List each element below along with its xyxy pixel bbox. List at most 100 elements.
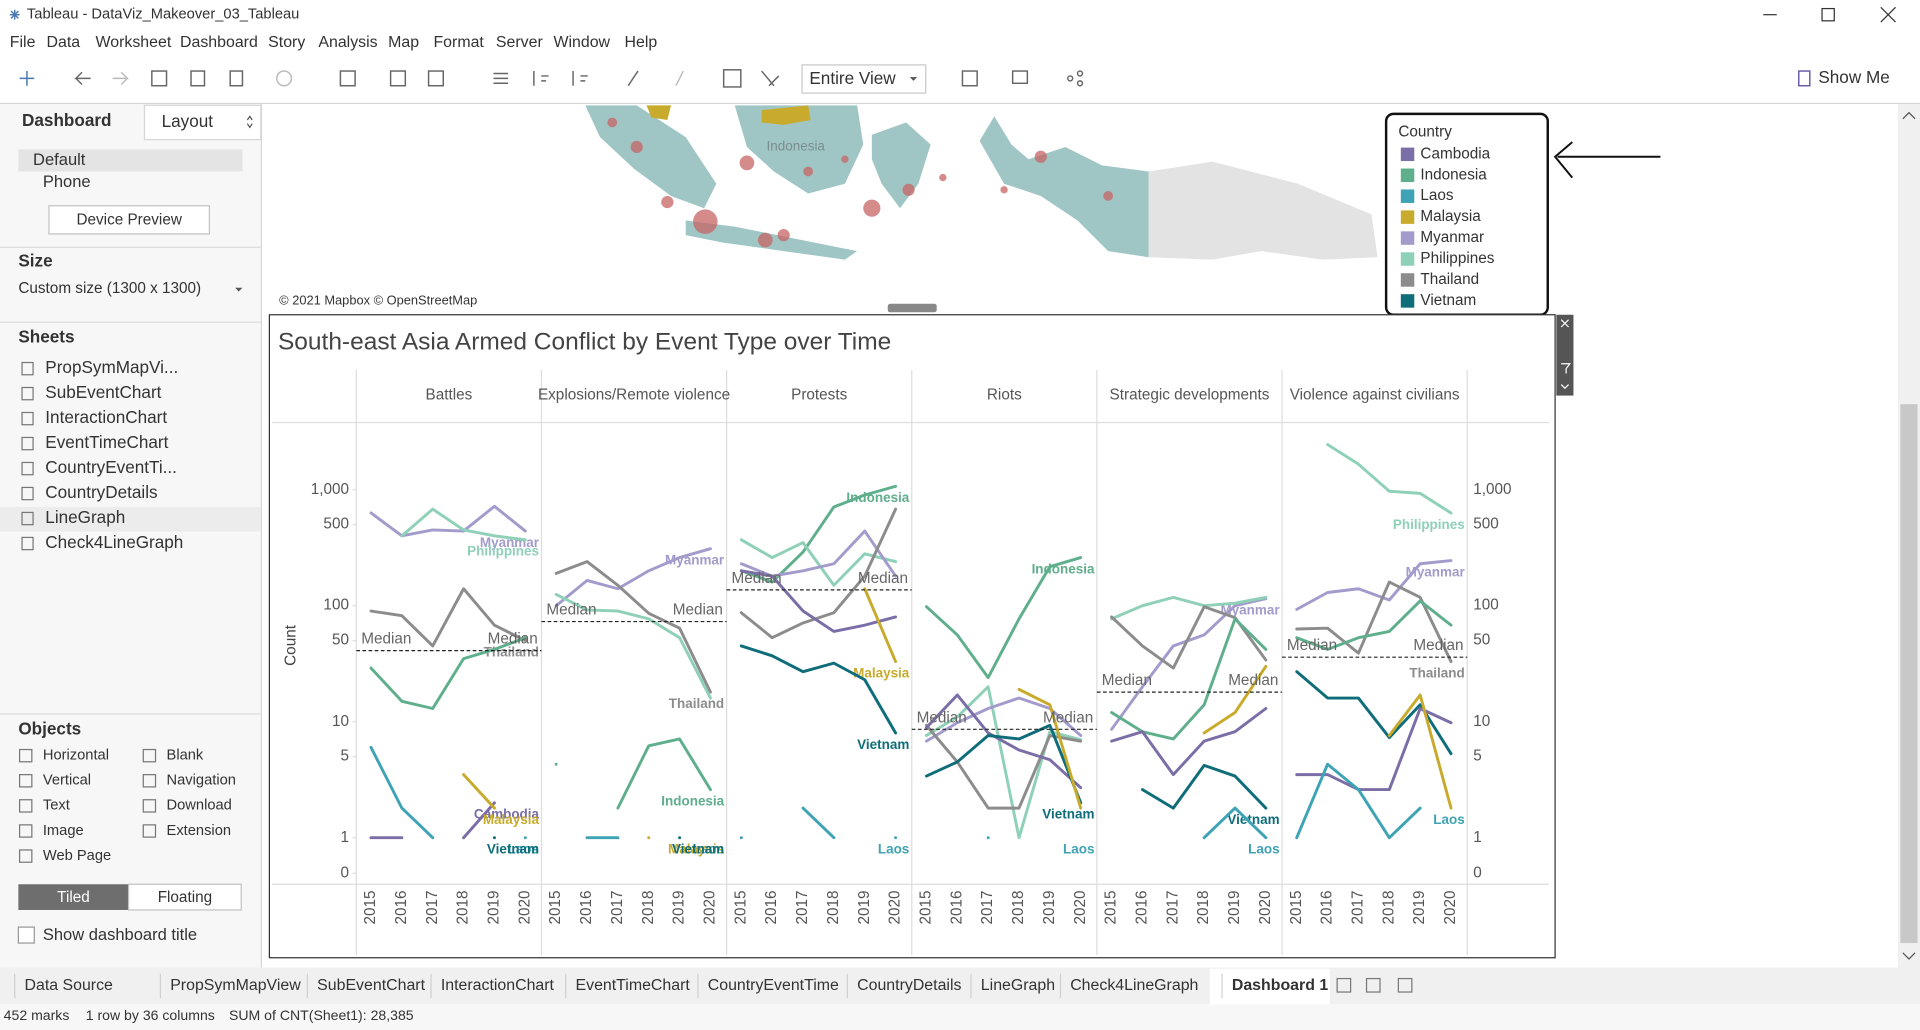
toolbar-icons (19, 69, 1811, 88)
object-icon (18, 824, 33, 838)
checkbox-label[interactable]: Show dashboard title (43, 925, 197, 944)
menu-item[interactable]: File (10, 34, 36, 51)
x-tick-label: 2017 (1164, 891, 1181, 925)
object-item[interactable]: Extension (167, 823, 232, 839)
sheet-item[interactable]: CountryEventTi... (45, 457, 177, 477)
object-item[interactable]: Download (167, 798, 232, 814)
menu-item[interactable]: Analysis (318, 34, 377, 51)
x-tick-label: 2018 (825, 891, 842, 925)
line-end-label: Cambodia (474, 807, 540, 822)
chart-controls[interactable] (1556, 314, 1574, 396)
floating-label[interactable]: Floating (158, 889, 212, 906)
object-item[interactable]: Image (43, 823, 84, 839)
object-item[interactable]: Navigation (167, 773, 236, 789)
sheet-tab[interactable]: CountryDetails (857, 977, 961, 994)
device-option[interactable]: Default (33, 150, 86, 169)
device-option[interactable]: Phone (43, 172, 91, 191)
x-tick-label: 2016 (578, 891, 595, 925)
sheet-icon (21, 536, 34, 551)
sheet-row-selected[interactable] (0, 507, 261, 532)
chart-control-icons (1560, 319, 1572, 390)
object-item[interactable]: Vertical (43, 773, 91, 789)
new-sheet-icon[interactable] (1365, 977, 1381, 993)
tiled-button[interactable] (18, 884, 129, 910)
x-tick-label: 2019 (1411, 891, 1428, 925)
status-bar (0, 1004, 1920, 1030)
sheet-tab[interactable]: Check4LineGraph (1070, 977, 1198, 994)
sheet-tab[interactable]: LineGraph (981, 977, 1055, 994)
sheet-tab[interactable]: PropSymMapView (170, 977, 301, 994)
sidebar-tab-label[interactable]: Dashboard (22, 110, 111, 130)
menu-item[interactable]: Map (388, 34, 419, 51)
menu-item[interactable]: Data (47, 34, 81, 51)
sheet-item[interactable]: EventTimeChart (45, 432, 168, 452)
layout-tab[interactable] (143, 104, 262, 141)
legend-label: Vietnam (1420, 292, 1476, 309)
x-tick-label: 2017 (424, 891, 441, 925)
sidebar-tab-label[interactable]: Layout (162, 111, 214, 131)
checkbox[interactable] (17, 926, 35, 944)
resize-handle[interactable] (887, 303, 937, 313)
scroll-up[interactable] (1902, 111, 1916, 120)
sheet-item[interactable]: InteractionChart (45, 407, 167, 427)
device-preview-button[interactable] (48, 205, 210, 235)
menu-item[interactable]: Format (433, 34, 484, 51)
tiled-label[interactable]: Tiled (57, 889, 90, 906)
line-end-label: Vietnam (857, 737, 909, 752)
dashboard-tab[interactable] (0, 105, 145, 140)
device-row-selected[interactable] (18, 149, 243, 172)
object-item[interactable]: Text (43, 798, 70, 814)
object-item[interactable]: Blank (167, 748, 204, 764)
series-line (1326, 443, 1453, 515)
y2-tick-label: 5 (1473, 748, 1482, 765)
series-line (369, 801, 496, 840)
sheet-item[interactable]: SubEventChart (45, 382, 161, 402)
object-item[interactable]: Web Page (43, 848, 111, 864)
sheet-item[interactable]: Check4LineGraph (45, 532, 183, 552)
series-line (554, 592, 712, 700)
sheet-item[interactable]: LineGraph (45, 507, 125, 527)
floating-button[interactable] (127, 883, 242, 911)
view-dropdown-label[interactable]: Entire View (809, 68, 896, 88)
x-tick-label: 2015 (1288, 891, 1305, 925)
sheet-item[interactable]: PropSymMapVi... (45, 357, 178, 377)
device-preview-label[interactable]: Device Preview (76, 211, 182, 228)
x-tick-label: 2017 (1349, 891, 1366, 925)
view-dropdown[interactable] (801, 64, 927, 94)
sheet-tab[interactable]: Dashboard 1 (1232, 977, 1328, 994)
menu-item[interactable]: Dashboard (180, 34, 258, 51)
legend-label: Malaysia (1420, 208, 1481, 225)
show-me-button[interactable]: Show Me (1818, 67, 1889, 87)
sheet-icon (21, 386, 34, 401)
section-title: Size (18, 251, 52, 271)
object-item[interactable]: Horizontal (43, 748, 109, 764)
new-sheet-icon[interactable] (1336, 977, 1352, 993)
menu-item[interactable]: Story (268, 34, 305, 51)
legend-swatch (1400, 189, 1415, 203)
series-line (400, 507, 527, 542)
sheet-icon (21, 486, 34, 501)
y2-tick-label: 500 (1473, 516, 1499, 533)
new-sheet-icon[interactable] (1397, 977, 1413, 993)
scroll-down[interactable] (1902, 952, 1916, 960)
x-tick-label: 2015 (547, 891, 564, 925)
sheet-tab[interactable]: Data Source (24, 977, 113, 994)
sheet-item[interactable]: CountryDetails (45, 482, 157, 502)
sheet-tab[interactable]: EventTimeChart (576, 977, 691, 994)
scrollbar-thumb[interactable] (1900, 404, 1918, 944)
series-line (1387, 693, 1453, 810)
sheet-tab[interactable]: InteractionChart (441, 977, 555, 994)
sheet-tab[interactable]: SubEventChart (317, 977, 425, 994)
menu-item[interactable]: Server (496, 34, 544, 51)
menu-item[interactable]: Window (553, 34, 610, 51)
size-dropdown[interactable]: Custom size (1300 x 1300) (18, 280, 201, 297)
menu-item[interactable]: Help (624, 34, 657, 51)
sheet-tab[interactable]: CountryEventTime (708, 977, 839, 994)
series-line (924, 696, 1083, 743)
tab-arrows (246, 115, 253, 129)
close-button[interactable] (1880, 6, 1896, 23)
sheet-icon (21, 436, 34, 451)
restore-button[interactable] (1821, 7, 1835, 22)
object-icon (142, 748, 157, 763)
menu-item[interactable]: Worksheet (96, 34, 172, 51)
